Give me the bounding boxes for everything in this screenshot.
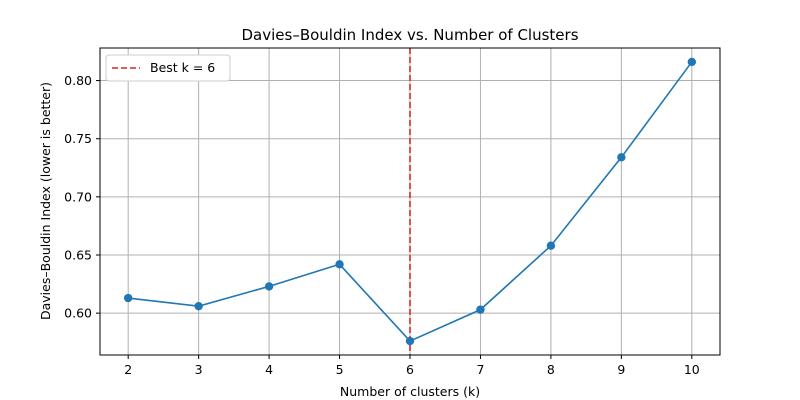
x-tick-label: 5 <box>336 362 344 377</box>
y-tick-label: 0.65 <box>64 247 92 262</box>
data-point <box>194 301 203 311</box>
data-point <box>687 57 697 67</box>
data-point <box>617 153 626 162</box>
x-tick-label: 6 <box>406 362 414 377</box>
legend: Best k = 6 <box>105 54 231 82</box>
x-tick-label: 10 <box>684 362 700 377</box>
legend-label-best-k: Best k = 6 <box>150 60 215 75</box>
y-axis: 0.60 0.65 0.70 0.75 0.80 <box>64 73 100 321</box>
data-point <box>405 336 415 346</box>
x-tick-label: 7 <box>476 362 484 377</box>
y-tick-label: 0.70 <box>64 189 92 204</box>
legend-box <box>105 54 231 82</box>
series-layer <box>123 57 697 346</box>
y-tick-label: 0.80 <box>64 73 92 88</box>
y-tick-label: 0.75 <box>64 131 92 146</box>
data-point <box>335 260 344 269</box>
y-axis-label: Davies–Bouldin Index (lower is better) <box>38 82 53 320</box>
x-tick-label: 2 <box>124 362 132 377</box>
x-axis: 2 3 4 5 6 7 8 9 10 <box>124 355 700 377</box>
y-tick-label: 0.60 <box>64 306 92 321</box>
data-point <box>264 282 274 291</box>
x-tick-label: 9 <box>617 362 625 377</box>
data-point <box>546 241 556 250</box>
data-point <box>476 305 485 314</box>
data-point <box>123 293 133 303</box>
chart-title: Davies–Bouldin Index vs. Number of Clust… <box>241 26 578 44</box>
x-tick-label: 4 <box>265 362 273 377</box>
x-axis-label: Number of clusters (k) <box>340 384 480 399</box>
x-tick-label: 3 <box>195 362 203 377</box>
x-tick-label: 8 <box>547 362 555 377</box>
